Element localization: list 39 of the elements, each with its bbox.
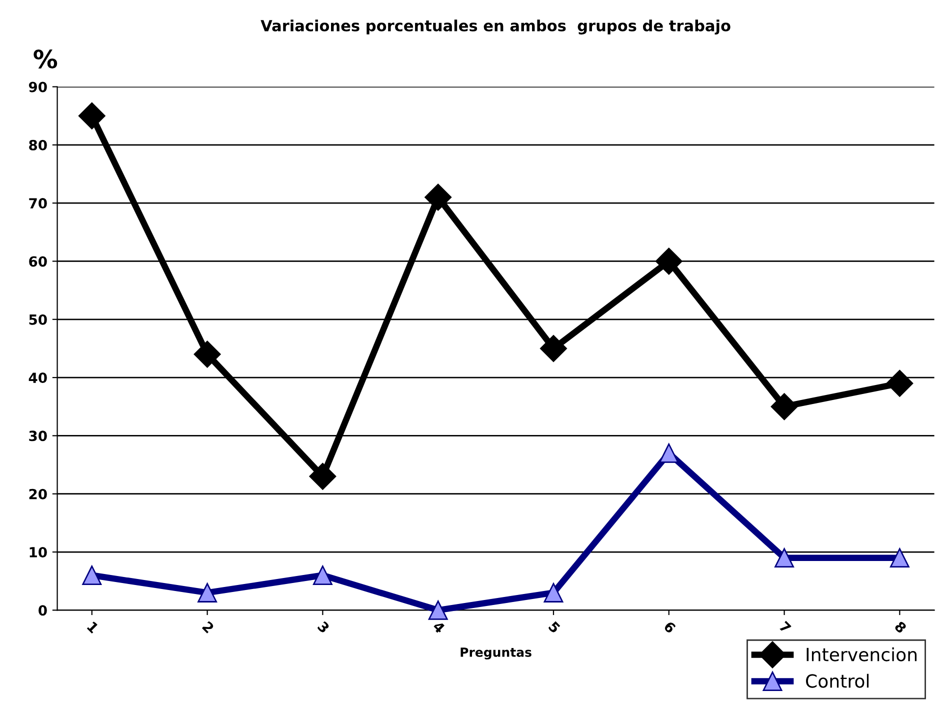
x-tick-label: 2 (202, 620, 214, 634)
point (540, 335, 567, 362)
x-tick-label: 5 (548, 620, 561, 634)
point (655, 248, 682, 275)
y-tick-label: 20 (29, 488, 47, 500)
y-tick-label: 60 (29, 256, 47, 267)
point (886, 370, 914, 397)
y-tick-label: 40 (28, 372, 47, 384)
point (78, 102, 106, 130)
point (312, 566, 332, 585)
y-tick-label: 50 (29, 314, 47, 325)
point (774, 548, 794, 568)
x-axis-title: Preguntas (460, 648, 532, 660)
x-tick-label: 4 (432, 620, 446, 634)
chart-title: Variaciones porcentuales en ambos grupos de trabajo (260, 20, 730, 34)
point (544, 582, 564, 602)
y-tick-label: 0 (38, 605, 47, 616)
y-tick-label: 70 (29, 198, 47, 209)
x-tick-label: 3 (317, 620, 330, 634)
legend-label: Control (806, 674, 869, 688)
legend-label: Intervencion (806, 647, 917, 662)
x-tick-label: 6 (663, 620, 676, 634)
point (198, 582, 218, 602)
point (424, 184, 452, 211)
point (659, 443, 679, 463)
y-axis-title: % (34, 50, 58, 68)
y-tick-label: 30 (29, 430, 47, 442)
point (770, 393, 798, 420)
point (428, 600, 448, 620)
point (890, 548, 910, 568)
x-tick-label: 7 (778, 620, 792, 634)
point (82, 566, 102, 585)
y-tick-label: 10 (30, 546, 47, 558)
x-tick-label: 1 (86, 621, 100, 634)
point (309, 462, 336, 490)
x-tick-label: 8 (894, 620, 908, 634)
point (194, 340, 221, 368)
y-tick-label: 90 (28, 82, 47, 92)
y-tick-label: 80 (29, 140, 47, 150)
